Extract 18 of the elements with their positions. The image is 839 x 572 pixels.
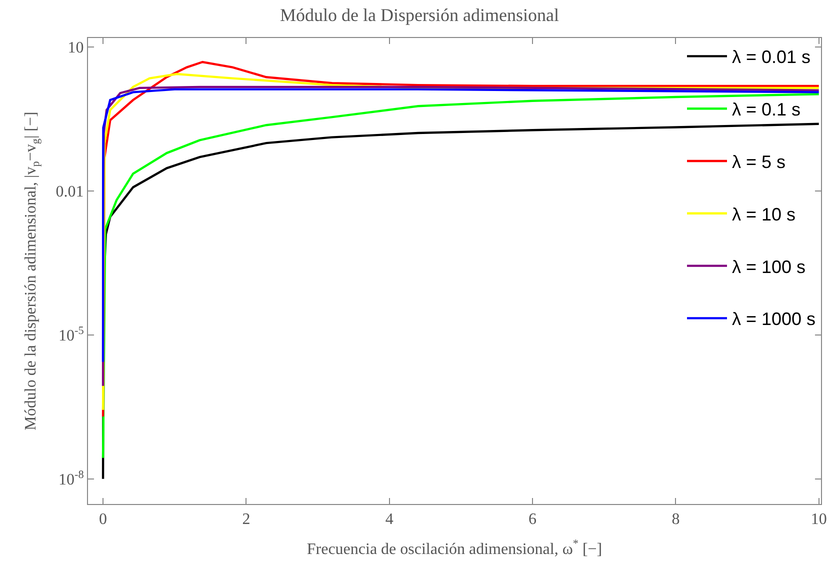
- chart-title: Módulo de la Dispersión adimensional: [280, 5, 559, 26]
- legend-label: λ = 5 s: [732, 152, 786, 172]
- x-tick-label: 2: [242, 511, 250, 528]
- y-tick-label: 10$^{-5}$: [58, 324, 84, 345]
- legend-label: λ = 10 s: [732, 204, 796, 224]
- x-tick-label: 8: [672, 511, 680, 528]
- legend-label: λ = 1000 s: [732, 309, 816, 330]
- y-tick-label: 10$^{-8}$: [58, 468, 84, 489]
- y-tick-label: 10: [68, 40, 84, 57]
- x-tick-label: 10: [810, 511, 827, 528]
- x-tick-label: 0: [99, 511, 108, 528]
- x-tick-label: 4: [385, 511, 394, 528]
- legend-label: λ = 100 s: [732, 256, 806, 277]
- legend-label: λ = 0.1 s: [732, 100, 801, 120]
- legend-label: λ = 0.01 s: [732, 47, 811, 68]
- x-tick-label: 6: [528, 511, 537, 528]
- x-axis-title: Frecuencia de oscilación adimensional, ω$^{*}$ [−]: [306, 538, 602, 558]
- y-tick-label: 0.01: [56, 184, 84, 201]
